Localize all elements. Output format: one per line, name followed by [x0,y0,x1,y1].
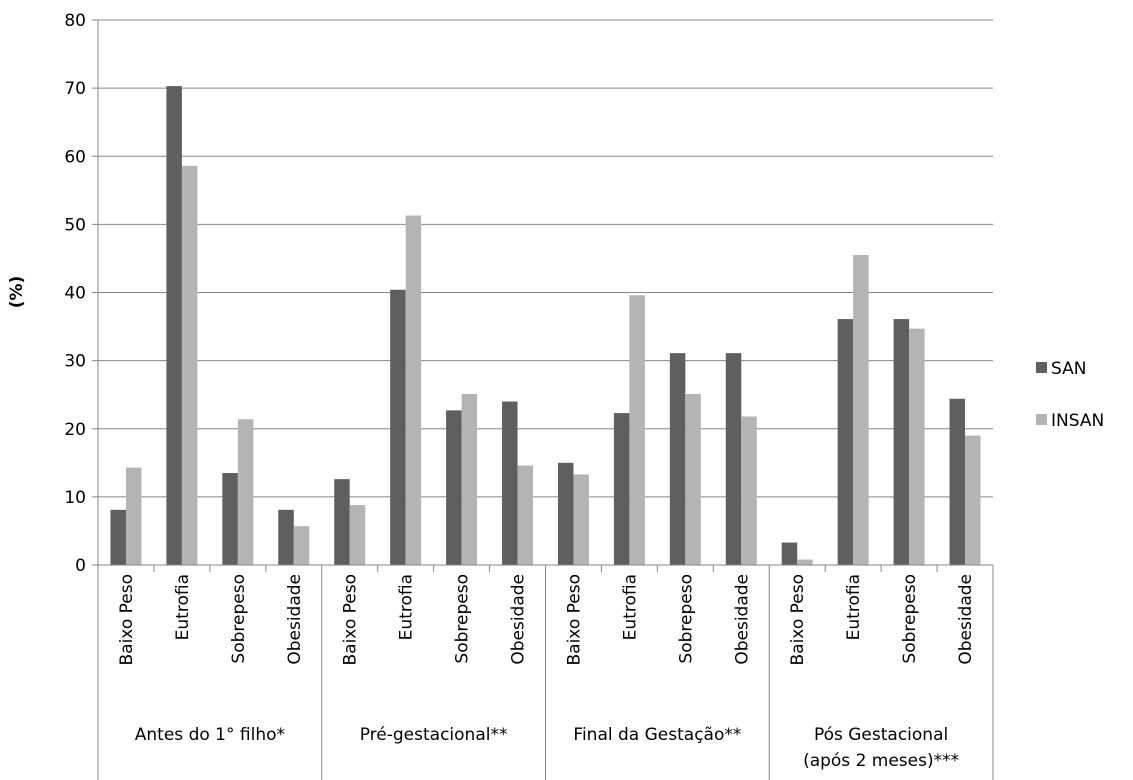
bar-san [110,509,126,565]
category-label: Baixo Peso [565,574,585,666]
category-label: Eutrofia [620,574,640,640]
bar-san [557,462,574,565]
bars [110,86,981,566]
group-label: Pós Gestacional [814,725,948,745]
y-tick-label: 20 [64,420,86,440]
bar-insan [181,165,198,566]
bar-insan [629,295,645,565]
bar-san [390,289,406,565]
bar-san [222,473,238,565]
category-label: Obesidade [732,574,752,665]
y-tick-label: 60 [64,147,86,167]
category-label: Eutrofia [173,574,193,640]
group-label: Antes do 1° filho* [135,725,285,745]
x-axis: Baixo Peso Eutrofia Sobrepeso Obesidade Baix… [97,564,994,780]
category-label: Sobrepeso [453,574,473,664]
bar-insan [237,419,254,565]
category-label: Baixo Peso [341,574,361,666]
bar-insan [405,215,422,565]
legend-label: INSAN [1051,411,1104,431]
legend-label: SAN [1051,359,1086,379]
legend: SAN INSAN [1036,359,1104,431]
category-label: Baixo Peso [788,574,808,666]
bar-san [446,410,462,565]
bar-insan [741,416,757,565]
category-label: Baixo Peso [117,574,137,666]
y-axis: 0 10 20 30 40 50 60 70 80 [64,11,99,576]
bar-insan [909,328,925,565]
category-label: Obesidade [285,574,305,665]
category-label: Sobrepeso [229,574,249,664]
category-label: Obesidade [956,574,976,665]
y-axis-label: (%) [7,276,27,309]
bar-insan [685,394,701,565]
bar-san [278,509,294,565]
category-label: Eutrofia [844,574,864,640]
y-tick-label: 70 [64,79,86,99]
bar-san [893,319,910,565]
bar-insan [797,559,813,565]
category-label: Obesidade [509,574,529,665]
group-label: (após 2 meses)*** [803,751,959,771]
group-label: Final da Gestação** [573,725,741,745]
bar-san [502,401,518,565]
y-tick-label: 80 [64,11,86,31]
bar-insan [125,467,142,565]
category-label: Sobrepeso [900,574,920,664]
bar-insan [461,394,478,565]
bar-insan [573,474,589,565]
bar-insan [293,526,310,565]
legend-swatch-insan [1036,414,1047,425]
bar-san [613,413,630,565]
bar-san [334,479,350,565]
y-tick-label: 0 [75,556,86,576]
legend-swatch-san [1036,362,1047,373]
bar-insan [853,255,869,565]
bar-insan [965,435,981,565]
bar-san [949,398,966,565]
y-tick-label: 10 [64,488,86,508]
bar-insan [517,465,534,565]
bar-san [725,353,742,565]
bar-san [166,86,182,565]
bar-san [781,542,798,565]
y-tick-label: 40 [64,284,86,304]
bar-insan [349,505,366,565]
group-label: Pré-gestacional** [360,725,508,745]
bar-san [837,319,854,565]
category-label: Eutrofia [397,574,417,640]
y-tick-label: 50 [64,215,86,235]
category-label: Sobrepeso [676,574,696,664]
y-tick-label: 30 [64,352,86,372]
bar-san [669,353,686,565]
